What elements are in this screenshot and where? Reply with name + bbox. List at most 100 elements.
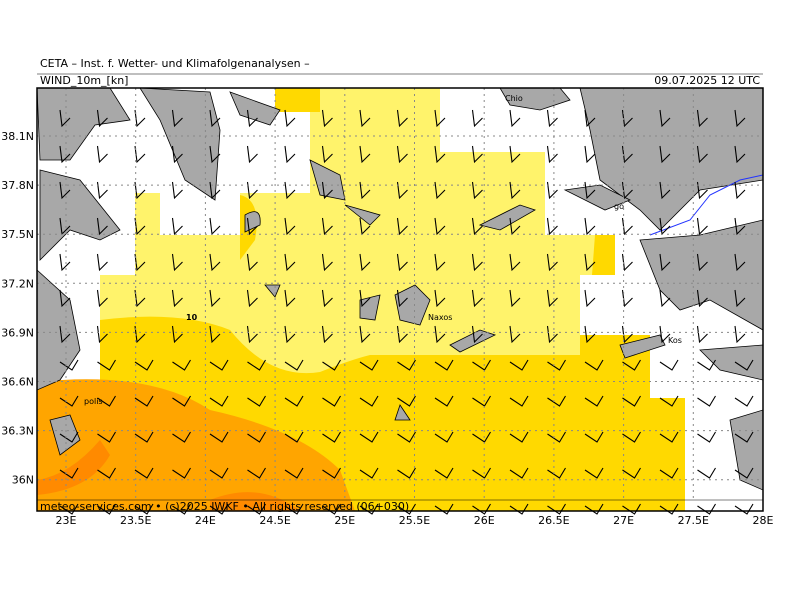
wind-barb — [734, 109, 746, 128]
wind-barb — [621, 325, 633, 344]
wind-barb — [322, 395, 341, 407]
wind-barbs — [59, 109, 754, 515]
wind-barb — [509, 253, 521, 272]
wind-barb — [247, 431, 266, 443]
wind-barb — [134, 217, 146, 236]
lon-label: 24.5E — [259, 514, 290, 527]
lon-label: 26.5E — [538, 514, 569, 527]
wind-barb — [134, 467, 154, 479]
wind-barb — [734, 431, 754, 443]
wind-barb — [696, 145, 708, 164]
wind-barb — [322, 359, 341, 371]
wind-barb — [59, 181, 71, 200]
wind-barb — [209, 325, 221, 344]
wind-barb — [171, 325, 183, 344]
wind-barb — [397, 431, 416, 443]
wind-barb — [209, 181, 221, 200]
wind-barb — [397, 467, 416, 479]
wind-barb — [284, 289, 296, 308]
wind-barb — [659, 325, 671, 344]
wind-barb — [734, 503, 754, 515]
wind-barb — [396, 109, 408, 128]
wind-barb — [547, 503, 566, 515]
wind-barb — [696, 253, 708, 272]
wind-barb — [434, 431, 454, 443]
wind-barb — [434, 253, 446, 272]
wind-barb — [134, 359, 154, 371]
wind-barb — [659, 109, 671, 128]
wind-barb — [471, 109, 483, 128]
wind-barb — [734, 325, 746, 344]
wind-barb — [322, 467, 341, 479]
wind-barb — [247, 395, 266, 407]
wind-barb — [547, 395, 566, 407]
wind-barb — [584, 395, 604, 407]
wind-barb — [621, 253, 633, 272]
wind-barb — [171, 145, 183, 164]
header-title: CETA – Inst. f. Wetter- und Klimafolgena… — [40, 57, 310, 70]
wind-barb — [434, 109, 446, 128]
wind-barb — [359, 395, 379, 407]
wind-barb — [359, 431, 379, 443]
wind-barb — [59, 467, 79, 479]
wind-barb — [584, 217, 596, 236]
wind-barb — [584, 503, 604, 515]
wind-barb — [209, 289, 221, 308]
wind-barb — [209, 467, 229, 479]
wind-barb — [659, 253, 671, 272]
wind-barb — [247, 503, 266, 515]
wind-barb — [396, 145, 408, 164]
wind-barb — [584, 181, 596, 200]
wind-barb — [509, 109, 521, 128]
wind-barb — [547, 431, 566, 443]
zone-gold-top — [240, 88, 615, 275]
wind-barb — [584, 109, 596, 128]
wind-barb — [321, 181, 333, 200]
lon-label: 24E — [195, 514, 216, 527]
wind-barb — [172, 431, 191, 443]
lat-label: 36.6N — [1, 376, 34, 389]
wind-barb — [246, 325, 258, 344]
wind-barb — [247, 359, 266, 371]
wind-barb — [321, 253, 333, 272]
wind-barb — [734, 359, 754, 371]
wind-barb — [246, 181, 258, 200]
wind-barb — [134, 395, 154, 407]
wind-barb — [397, 503, 416, 515]
lat-label: 36.3N — [1, 425, 34, 438]
wind-barb — [322, 431, 341, 443]
wind-barb — [284, 217, 296, 236]
wind-barb — [96, 253, 108, 272]
wind-barb — [471, 289, 483, 308]
wind-barb — [509, 467, 529, 479]
land — [499, 88, 763, 231]
wind-barb — [171, 289, 183, 308]
wind-barb — [697, 503, 716, 515]
wind-barb — [734, 395, 754, 407]
wind-barb — [209, 109, 221, 128]
wind-barb — [247, 467, 266, 479]
wind-barb — [172, 359, 191, 371]
wind-barb — [397, 395, 416, 407]
wind-barb — [59, 253, 71, 272]
wind-barb — [171, 109, 183, 128]
wind-barb — [622, 359, 641, 371]
wind-barb — [509, 395, 529, 407]
wind-barb — [697, 395, 716, 407]
wind-barb — [659, 289, 671, 308]
wind-barb — [97, 467, 116, 479]
wind-barb — [59, 503, 79, 515]
wind-barb — [584, 289, 596, 308]
wind-barb — [434, 395, 454, 407]
wind-barb — [546, 253, 558, 272]
land — [37, 88, 131, 161]
wind-barb — [134, 289, 146, 308]
lon-label: 26E — [474, 514, 495, 527]
wind-barb — [696, 325, 708, 344]
lon-label: 27E — [613, 514, 634, 527]
wind-barb — [546, 289, 558, 308]
wind-barb — [509, 503, 529, 515]
lat-label: 37.5N — [1, 228, 34, 241]
wind-barb — [546, 325, 558, 344]
wind-barb — [659, 467, 679, 479]
